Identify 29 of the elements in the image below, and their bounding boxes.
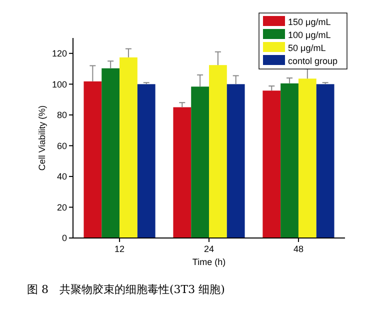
bar (262, 90, 281, 238)
y-tick-label: 60 (56, 140, 67, 151)
bar (209, 65, 227, 238)
x-tick-label: 48 (293, 244, 304, 254)
y-axis-title: Cell Viability (%) (37, 105, 47, 171)
bar (120, 57, 138, 238)
legend-label: 100 μg/mL (288, 30, 331, 40)
legend-label: contol group (288, 56, 338, 66)
bar (316, 84, 334, 238)
x-axis-title: Time (h) (192, 257, 226, 267)
legend-label: 50 μg/mL (288, 43, 326, 53)
y-tick-label: 120 (52, 48, 67, 59)
y-tick-label: 20 (56, 202, 67, 212)
bar (226, 84, 245, 238)
x-tick-label: 12 (114, 244, 125, 254)
bar (173, 107, 192, 238)
bar (102, 68, 120, 238)
bar (280, 83, 298, 238)
y-tick-label: 40 (56, 172, 67, 182)
y-tick-label: 0 (62, 233, 67, 244)
bar (137, 84, 156, 238)
y-tick-label: 100 (52, 79, 67, 90)
legend-label: 150 μg/mL (288, 17, 331, 27)
x-tick-label: 24 (204, 244, 214, 254)
bar (191, 86, 209, 238)
bar (84, 81, 102, 238)
y-tick-label: 80 (56, 110, 67, 120)
bar (298, 78, 316, 238)
text: 图 8 共聚物胶束的细胞毒性(3T3 细胞) (27, 283, 225, 296)
